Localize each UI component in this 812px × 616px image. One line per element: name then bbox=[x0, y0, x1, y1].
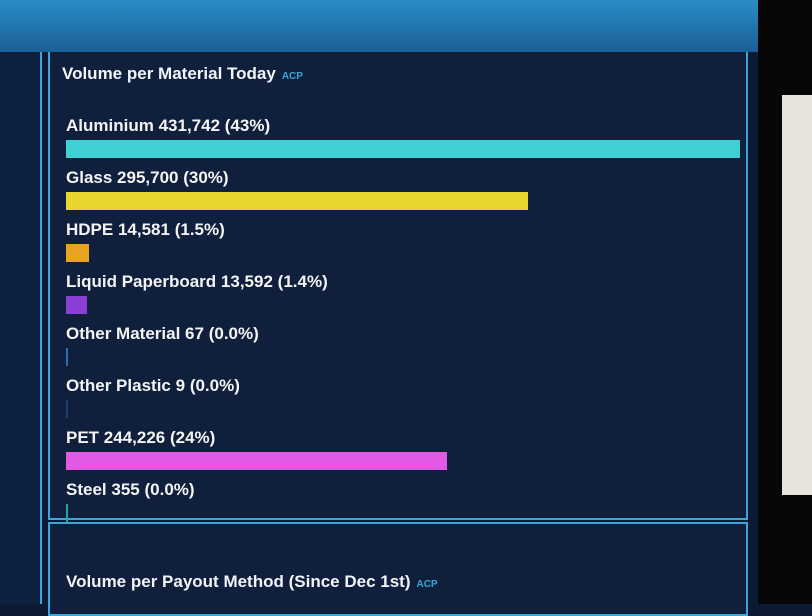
bar-label: Other Plastic 9 (0.0%) bbox=[66, 376, 240, 396]
value-label: 295,700 bbox=[117, 168, 178, 187]
category-name: Liquid Paperboard bbox=[66, 272, 216, 291]
value-label: 9 bbox=[176, 376, 185, 395]
bar bbox=[66, 504, 68, 522]
payout-panel: Volume per Payout Method (Since Dec 1st)… bbox=[48, 522, 748, 616]
category-name: Steel bbox=[66, 480, 107, 499]
share-label: (1.4%) bbox=[278, 272, 328, 291]
panel-title: Volume per Payout Method (Since Dec 1st)… bbox=[66, 572, 438, 592]
title-text: Volume per Payout Method (Since Dec 1st) bbox=[66, 572, 410, 591]
bar bbox=[66, 296, 87, 314]
category-name: Other Plastic bbox=[66, 376, 171, 395]
bar bbox=[66, 140, 740, 158]
value-label: 67 bbox=[185, 324, 204, 343]
category-name: Other Material bbox=[66, 324, 180, 343]
bar bbox=[66, 400, 68, 418]
share-label: (1.5%) bbox=[175, 220, 225, 239]
category-name: Glass bbox=[66, 168, 112, 187]
side-panel bbox=[0, 52, 42, 604]
value-label: 355 bbox=[111, 480, 139, 499]
bar bbox=[66, 452, 447, 470]
bar-label: HDPE 14,581 (1.5%) bbox=[66, 220, 225, 240]
panel-title: Volume per Material Today ACP bbox=[62, 64, 303, 84]
value-label: 13,592 bbox=[221, 272, 273, 291]
header-bar bbox=[0, 0, 760, 52]
value-label: 431,742 bbox=[159, 116, 220, 135]
material-panel: Volume per Material Today ACP Aluminium 4… bbox=[48, 52, 748, 520]
bar-label: Liquid Paperboard 13,592 (1.4%) bbox=[66, 272, 328, 292]
bar-label: Steel 355 (0.0%) bbox=[66, 480, 195, 500]
bar-label: PET 244,226 (24%) bbox=[66, 428, 215, 448]
category-name: HDPE bbox=[66, 220, 113, 239]
share-label: (43%) bbox=[225, 116, 270, 135]
bar-label: Aluminium 431,742 (43%) bbox=[66, 116, 270, 136]
title-tag: ACP bbox=[282, 71, 303, 82]
bar-label: Other Material 67 (0.0%) bbox=[66, 324, 259, 344]
bar bbox=[66, 244, 89, 262]
bar bbox=[66, 192, 528, 210]
category-name: Aluminium bbox=[66, 116, 154, 135]
value-label: 244,226 bbox=[104, 428, 165, 447]
background-wall bbox=[782, 95, 812, 495]
share-label: (30%) bbox=[183, 168, 228, 187]
category-name: PET bbox=[66, 428, 99, 447]
share-label: (0.0%) bbox=[144, 480, 194, 499]
screen: Volume per Material Today ACP Aluminium 4… bbox=[0, 0, 812, 604]
bar bbox=[66, 348, 68, 366]
title-text: Volume per Material Today bbox=[62, 64, 276, 83]
bar-label: Glass 295,700 (30%) bbox=[66, 168, 229, 188]
share-label: (0.0%) bbox=[209, 324, 259, 343]
share-label: (24%) bbox=[170, 428, 215, 447]
share-label: (0.0%) bbox=[190, 376, 240, 395]
title-tag: ACP bbox=[416, 579, 437, 590]
value-label: 14,581 bbox=[118, 220, 170, 239]
